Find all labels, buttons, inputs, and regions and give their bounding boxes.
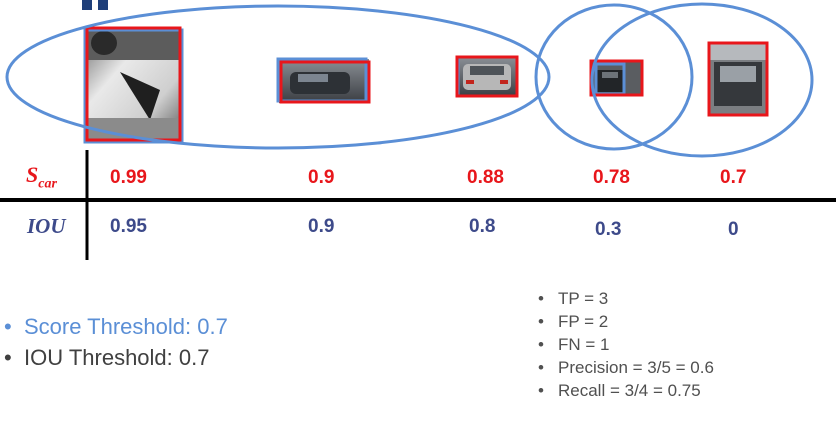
group-ellipse-matched — [5, 4, 551, 150]
score-value: 0.7 — [720, 167, 747, 188]
tp-item: TP = 3 — [538, 287, 714, 310]
recall-item: Recall = 3/4 = 0.75 — [538, 379, 714, 402]
score-row-label: Scar — [26, 162, 57, 192]
iou-threshold-item: IOU Threshold: 0.7 — [4, 342, 228, 373]
score-value: 0.9 — [308, 167, 335, 188]
iou-row-label: IOU — [27, 214, 66, 238]
score-value: 0.99 — [110, 167, 147, 188]
car-crop-1 — [86, 30, 181, 141]
metrics-list: TP = 3 FP = 2 FN = 1 Precision = 3/5 = 0… — [538, 287, 714, 402]
iou-value: 0.8 — [469, 216, 496, 237]
prediction-box-5 — [707, 41, 769, 117]
threshold-list: Score Threshold: 0.7 IOU Threshold: 0.7 — [4, 311, 228, 373]
iou-value: 0 — [728, 219, 739, 240]
car-crop-4 — [592, 62, 642, 96]
score-value: 0.88 — [467, 167, 504, 188]
detection-diagram — [0, 2, 836, 260]
car-crop-5 — [710, 44, 766, 114]
prediction-box-2 — [279, 60, 371, 104]
title-fragment — [0, 0, 120, 10]
iou-value: 0.95 — [110, 216, 147, 237]
fp-item: FP = 2 — [538, 310, 714, 333]
precision-item: Precision = 3/5 = 0.6 — [538, 356, 714, 379]
car-crop-3 — [457, 57, 517, 97]
score-value: 0.78 — [593, 167, 630, 188]
car-crop-2 — [279, 59, 369, 103]
fn-item: FN = 1 — [538, 333, 714, 356]
prediction-box-3 — [455, 55, 519, 98]
score-threshold-item: Score Threshold: 0.7 — [4, 311, 228, 342]
iou-value: 0.3 — [595, 219, 622, 240]
prediction-box-1 — [85, 26, 182, 142]
ground-truth-box-1 — [83, 28, 184, 144]
iou-value: 0.9 — [308, 216, 335, 237]
group-ellipse-false-positive — [590, 2, 814, 158]
group-ellipse-low-iou — [534, 3, 694, 151]
